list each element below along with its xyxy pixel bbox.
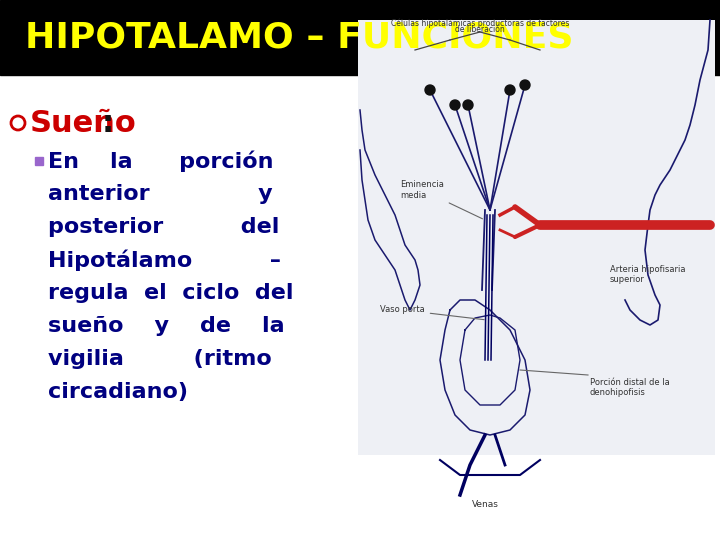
Text: Venas: Venas <box>472 500 498 509</box>
Text: Porción distal de la
denohipofisis: Porción distal de la denohipofisis <box>590 378 670 397</box>
Text: anterior              y: anterior y <box>48 184 273 204</box>
Text: de liberación: de liberación <box>455 25 505 34</box>
Text: Arteria hipofisaria
superior: Arteria hipofisaria superior <box>610 265 685 285</box>
Circle shape <box>505 85 515 95</box>
Circle shape <box>425 85 435 95</box>
Bar <box>35 157 43 165</box>
Text: Sueño: Sueño <box>30 109 137 138</box>
Text: posterior          del: posterior del <box>48 217 279 237</box>
Bar <box>358 20 715 455</box>
Text: circadiano): circadiano) <box>48 382 188 402</box>
Text: regula  el  ciclo  del: regula el ciclo del <box>48 283 294 303</box>
Bar <box>0 0 720 75</box>
Bar <box>0 75 720 540</box>
Text: vigilia         (ritmo: vigilia (ritmo <box>48 349 271 369</box>
Text: Células hipotalámicas productoras de factores: Células hipotalámicas productoras de fac… <box>391 18 570 28</box>
Text: :: : <box>102 109 114 138</box>
Text: Hipotálamo          –: Hipotálamo – <box>48 249 281 271</box>
Text: HIPOTALAMO – FUNCIONES: HIPOTALAMO – FUNCIONES <box>25 21 574 55</box>
Text: Eminencia
media: Eminencia media <box>400 180 482 219</box>
Circle shape <box>450 100 460 110</box>
Circle shape <box>520 80 530 90</box>
Text: En    la      porción: En la porción <box>48 150 274 172</box>
Text: sueño    y    de    la: sueño y de la <box>48 316 284 336</box>
Text: Vaso porta: Vaso porta <box>380 306 485 320</box>
Circle shape <box>463 100 473 110</box>
